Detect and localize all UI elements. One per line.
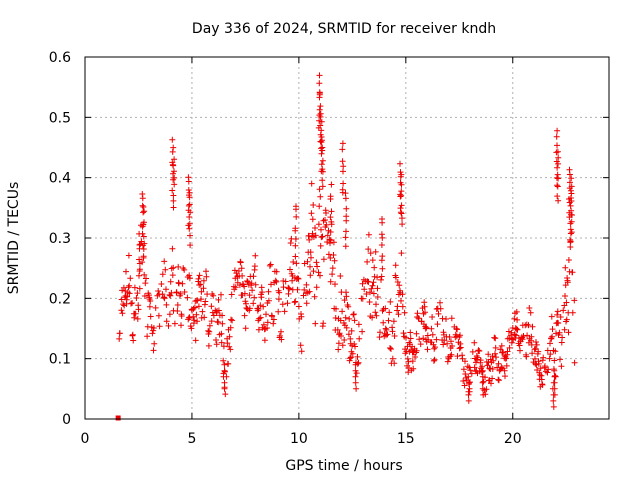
y-tick-label: 0.3: [49, 231, 71, 247]
y-tick-label: 0.5: [49, 110, 71, 126]
y-tick-label: 0.1: [49, 352, 71, 368]
outlier-point: [115, 415, 121, 421]
y-axis: 0 0.1 0.2 0.3 0.4 0.5 0.6: [49, 50, 609, 428]
x-tick-label: 5: [187, 431, 196, 447]
y-tick-label: 0: [62, 412, 71, 428]
x-tick-label: 20: [504, 431, 522, 447]
scatter-marker-cloud: [116, 72, 578, 410]
data-points: [115, 72, 578, 421]
y-tick-label: 0.6: [49, 50, 71, 66]
x-tick-label: 10: [290, 431, 308, 447]
x-tick-label: 0: [81, 431, 90, 447]
x-axis-title: GPS time / hours: [285, 458, 402, 474]
grid-lines: [85, 57, 609, 419]
x-axis: 0 5 10 15 20: [81, 57, 522, 447]
y-tick-label: 0.4: [49, 171, 71, 187]
chart-title: Day 336 of 2024, SRMTID for receiver knd…: [192, 21, 496, 37]
x-tick-label: 15: [397, 431, 415, 447]
y-axis-title: SRMTID / TECUs: [6, 182, 22, 295]
y-tick-label: 0.2: [49, 291, 71, 307]
